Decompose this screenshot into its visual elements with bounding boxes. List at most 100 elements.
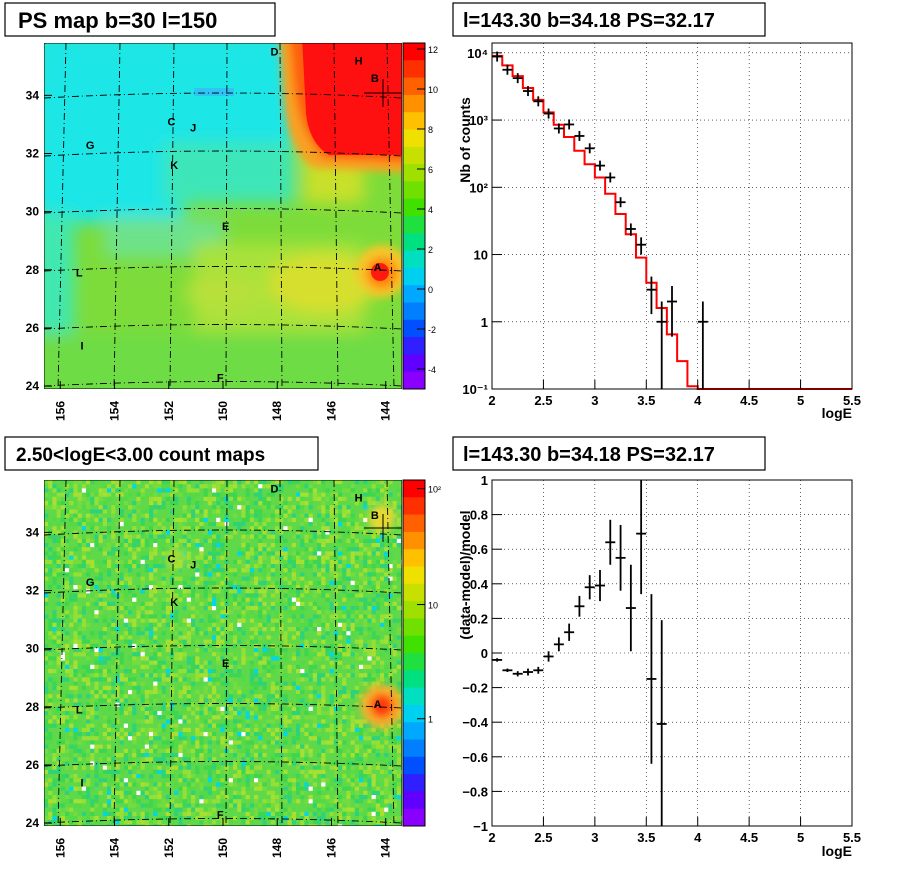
count-pixel xyxy=(312,601,317,606)
count-pixel xyxy=(312,551,317,556)
count-pixel xyxy=(237,589,242,594)
count-pixel xyxy=(98,517,103,522)
count-pixel xyxy=(136,559,141,564)
count-pixel xyxy=(165,484,170,489)
count-pixel xyxy=(65,795,70,800)
count-pixel xyxy=(186,522,191,527)
count-pixel xyxy=(174,513,179,518)
count-pixel xyxy=(149,555,154,560)
count-pixel xyxy=(56,765,61,770)
count-pixel xyxy=(161,597,166,602)
count-pixel xyxy=(262,593,267,598)
count-pixel xyxy=(338,643,343,648)
count-pixel xyxy=(220,627,225,632)
count-pixel xyxy=(157,530,162,535)
count-pixel xyxy=(111,660,116,665)
count-pixel xyxy=(132,622,137,627)
count-pixel xyxy=(60,664,65,669)
count-pixel xyxy=(136,669,141,674)
count-pixel xyxy=(375,547,380,552)
count-pixel xyxy=(203,530,208,535)
count-pixel xyxy=(60,538,65,543)
count-pixel xyxy=(102,673,107,678)
count-pixel xyxy=(304,723,309,728)
residual-panel: l=143.30 b=34.18 PS=32.17 2 2.5 3 3.5 4 4.5 5 5… xyxy=(452,436,861,859)
count-pixel xyxy=(287,669,292,674)
count-pixel xyxy=(153,639,158,644)
count-pixel xyxy=(165,715,170,720)
count-pixel xyxy=(245,551,250,556)
count-pixel xyxy=(119,698,124,703)
count-pixel xyxy=(270,585,275,590)
count-pixel xyxy=(333,719,338,724)
residual-y-tick-label: −1 xyxy=(473,819,488,834)
count-pixel xyxy=(174,740,179,745)
count-pixel xyxy=(52,669,57,674)
count-pixel xyxy=(52,656,57,661)
count-pixel xyxy=(317,530,322,535)
count-pixel xyxy=(342,807,347,812)
count-pixel xyxy=(98,803,103,808)
count-pixel xyxy=(119,513,124,518)
count-pixel xyxy=(392,803,397,808)
count-pixel xyxy=(241,522,246,527)
count-pixel xyxy=(203,719,208,724)
count-pixel xyxy=(86,664,91,669)
count-pixel xyxy=(203,685,208,690)
count-pixel xyxy=(245,589,250,594)
count-pixel xyxy=(132,606,137,611)
count-pixel xyxy=(212,622,217,627)
count-pixel xyxy=(119,660,124,665)
count-pixel xyxy=(52,559,57,564)
count-pixel xyxy=(191,564,196,569)
count-pixel xyxy=(375,543,380,548)
count-pixel xyxy=(262,526,267,531)
count-pixel xyxy=(291,778,296,783)
colorbar-swatch xyxy=(403,583,425,602)
count-pixel xyxy=(384,799,389,804)
count-pixel xyxy=(186,803,191,808)
count-pixel xyxy=(161,505,166,510)
count-pixel xyxy=(270,631,275,636)
count-pixel xyxy=(90,740,95,745)
count-pixel xyxy=(224,627,229,632)
count-pixel xyxy=(216,538,221,543)
count-pixel xyxy=(102,522,107,527)
count-pixel xyxy=(321,538,326,543)
count-pixel xyxy=(174,677,179,682)
count-pixel xyxy=(237,723,242,728)
count-pixel xyxy=(132,748,137,753)
count-pixel xyxy=(329,664,334,669)
count-pixel xyxy=(81,585,86,590)
count-pixel xyxy=(170,719,175,724)
count-pixel xyxy=(350,606,355,611)
count-pixel xyxy=(144,786,149,791)
count-pixel xyxy=(363,480,368,485)
count-pixel xyxy=(195,748,200,753)
count-pixel xyxy=(182,589,187,594)
count-pixel xyxy=(380,744,385,749)
count-pixel xyxy=(128,643,133,648)
count-pixel xyxy=(165,765,170,770)
count-pixel xyxy=(363,580,368,585)
count-pixel xyxy=(220,572,225,577)
psmap-colorbar-label: -4 xyxy=(428,365,436,375)
count-pixel xyxy=(136,627,141,632)
count-pixel xyxy=(60,698,65,703)
count-pixel xyxy=(396,736,401,741)
count-pixel xyxy=(241,580,246,585)
count-pixel xyxy=(354,790,359,795)
count-pixel xyxy=(119,753,124,758)
count-pixel xyxy=(81,652,86,657)
count-pixel xyxy=(342,740,347,745)
count-pixel xyxy=(304,769,309,774)
count-pixel xyxy=(245,505,250,510)
count-pixel xyxy=(241,509,246,514)
count-pixel xyxy=(283,585,288,590)
count-pixel xyxy=(275,580,280,585)
count-pixel xyxy=(291,774,296,779)
count-pixel xyxy=(149,690,154,695)
count-pixel xyxy=(262,778,267,783)
count-pixel xyxy=(346,610,351,615)
